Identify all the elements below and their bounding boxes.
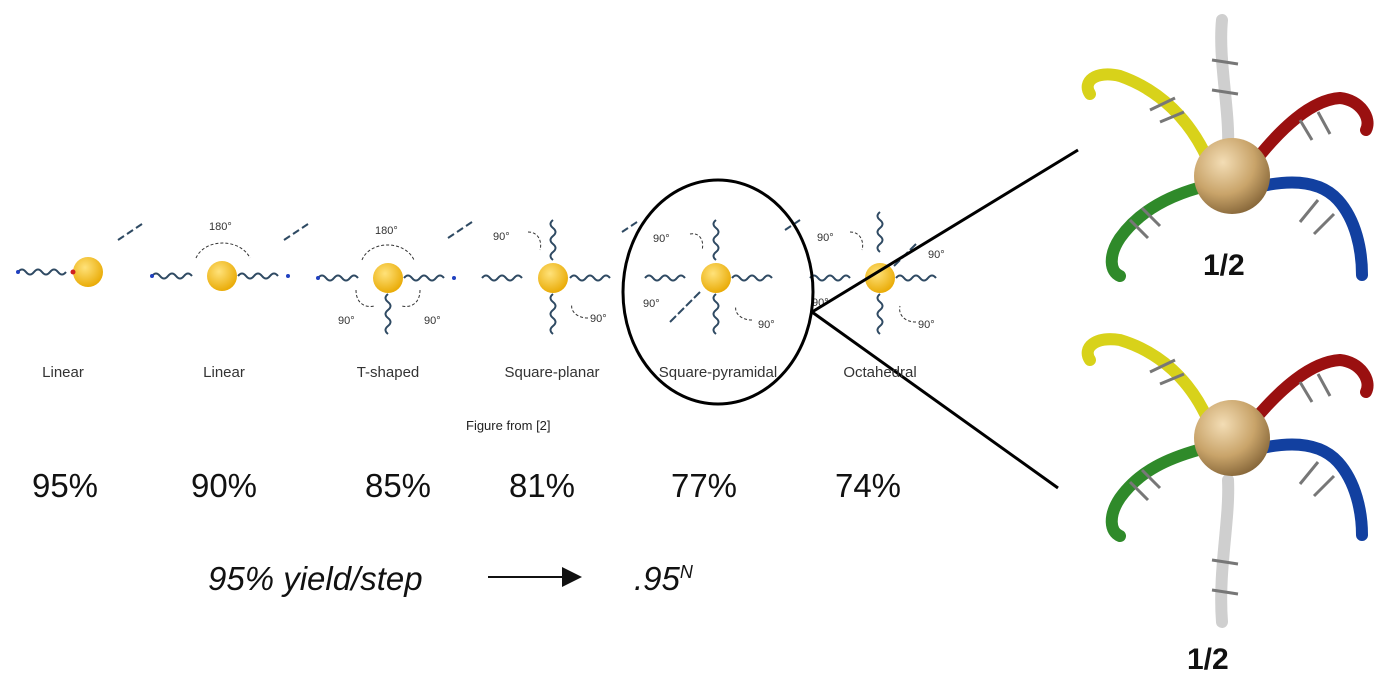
- yield-formula-exponent: N: [679, 562, 693, 582]
- yield-percent: 81%: [508, 467, 576, 504]
- angle-label: 90°: [928, 249, 945, 261]
- angle-label: 90°: [758, 319, 775, 331]
- yield-percent: 85%: [364, 467, 432, 504]
- structure-octahedral: [809, 211, 937, 335]
- structure-square-pyramidal: [644, 219, 801, 335]
- figure-caption: Figure from [2]: [466, 418, 551, 433]
- angle-label: 90°: [643, 298, 660, 310]
- fraction-bottom: 1/2: [1187, 643, 1229, 676]
- yield-percent: 90%: [190, 467, 258, 504]
- angle-label: 90°: [817, 232, 834, 244]
- geometry-label: Linear: [203, 364, 245, 381]
- yield-percent: 77%: [670, 467, 738, 504]
- dna-nanoparticle-top: [1081, 14, 1374, 282]
- angle-label: 90°: [338, 315, 355, 327]
- geometry-label: Square-planar: [504, 364, 600, 381]
- structure-square-planar: [481, 219, 638, 335]
- geometry-label: T-shaped: [356, 364, 420, 381]
- structure-linear-1: [16, 223, 143, 287]
- angle-label: 180°: [209, 221, 232, 233]
- highlight-ellipse: [621, 178, 815, 406]
- structure-linear-2: [150, 223, 309, 291]
- geometry-label: Octahedral: [843, 364, 917, 381]
- angle-label: 90°: [653, 233, 670, 245]
- nanoparticle-icon: [1194, 138, 1270, 214]
- angle-label: 180°: [375, 225, 398, 237]
- yield-percent: 95%: [31, 467, 99, 504]
- yield-per-step-text: 95% yield/step: [208, 560, 423, 597]
- geometry-label: Linear: [42, 364, 84, 381]
- geometry-label: Square-pyramidal: [658, 364, 778, 381]
- zoom-line-bottom: [811, 310, 1059, 490]
- nanoparticle-icon: [1194, 400, 1270, 476]
- angle-label: 90°: [918, 319, 935, 331]
- yield-formula: .95N: [634, 560, 693, 598]
- dna-nanoparticle-bottom: [1081, 333, 1374, 628]
- angle-label: 90°: [493, 231, 510, 243]
- yield-formula-base: .95: [634, 560, 680, 597]
- angle-label: 90°: [424, 315, 441, 327]
- angle-label: 90°: [590, 313, 607, 325]
- fraction-top: 1/2: [1203, 249, 1245, 282]
- yield-percent: 74%: [834, 467, 902, 504]
- nanoparticle-icon: [73, 257, 103, 287]
- structure-t-shaped: [316, 221, 473, 335]
- zoom-line-top: [811, 148, 1079, 314]
